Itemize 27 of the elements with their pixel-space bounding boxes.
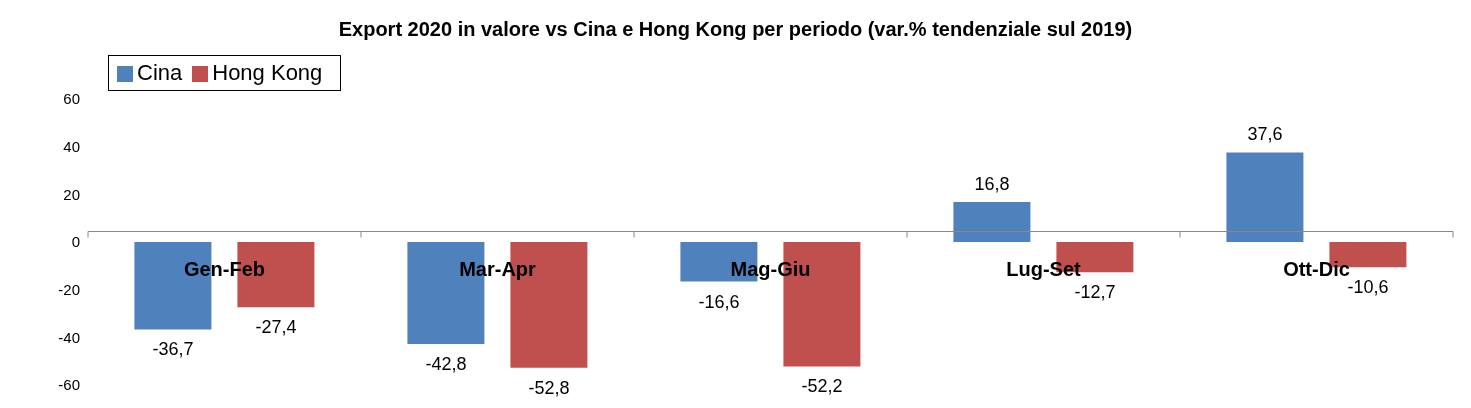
- data-label: -16,6: [698, 291, 740, 312]
- data-label: -52,8: [528, 377, 570, 398]
- y-tick-label: 60: [63, 90, 80, 108]
- data-label: -10,6: [1347, 277, 1389, 298]
- data-label: -12,7: [1074, 282, 1116, 303]
- legend-label: Hong Kong: [212, 60, 323, 85]
- bar: [1226, 152, 1304, 242]
- y-tick-label: -60: [58, 376, 80, 394]
- data-label: 16,8: [974, 173, 1010, 194]
- data-label: -52,2: [801, 376, 843, 397]
- x-tick-label: Ott-Dic: [1283, 257, 1350, 280]
- bar: [953, 201, 1031, 242]
- y-tick-label: -20: [58, 280, 80, 298]
- x-tick-label: Gen-Feb: [183, 257, 266, 280]
- data-label: -27,4: [255, 317, 297, 338]
- x-tick-label: Mar-Apr: [459, 257, 537, 280]
- y-tick-label: 20: [63, 185, 80, 203]
- y-tick-label: 40: [63, 137, 80, 155]
- legend-label: Cina: [137, 60, 183, 85]
- chart-title: Export 2020 in valore vs Cina e Hong Kong per periodo (var.% tendenziale sul 2019): [337, 18, 1134, 41]
- x-tick-label: Mag-Giu: [730, 257, 811, 280]
- data-label: -42,8: [425, 354, 467, 375]
- data-label: -36,7: [152, 339, 194, 360]
- data-label: 37,6: [1247, 124, 1283, 145]
- y-tick-label: 0: [71, 233, 80, 251]
- x-tick-label: Lug-Set: [1006, 257, 1082, 280]
- y-tick-label: -40: [58, 328, 80, 346]
